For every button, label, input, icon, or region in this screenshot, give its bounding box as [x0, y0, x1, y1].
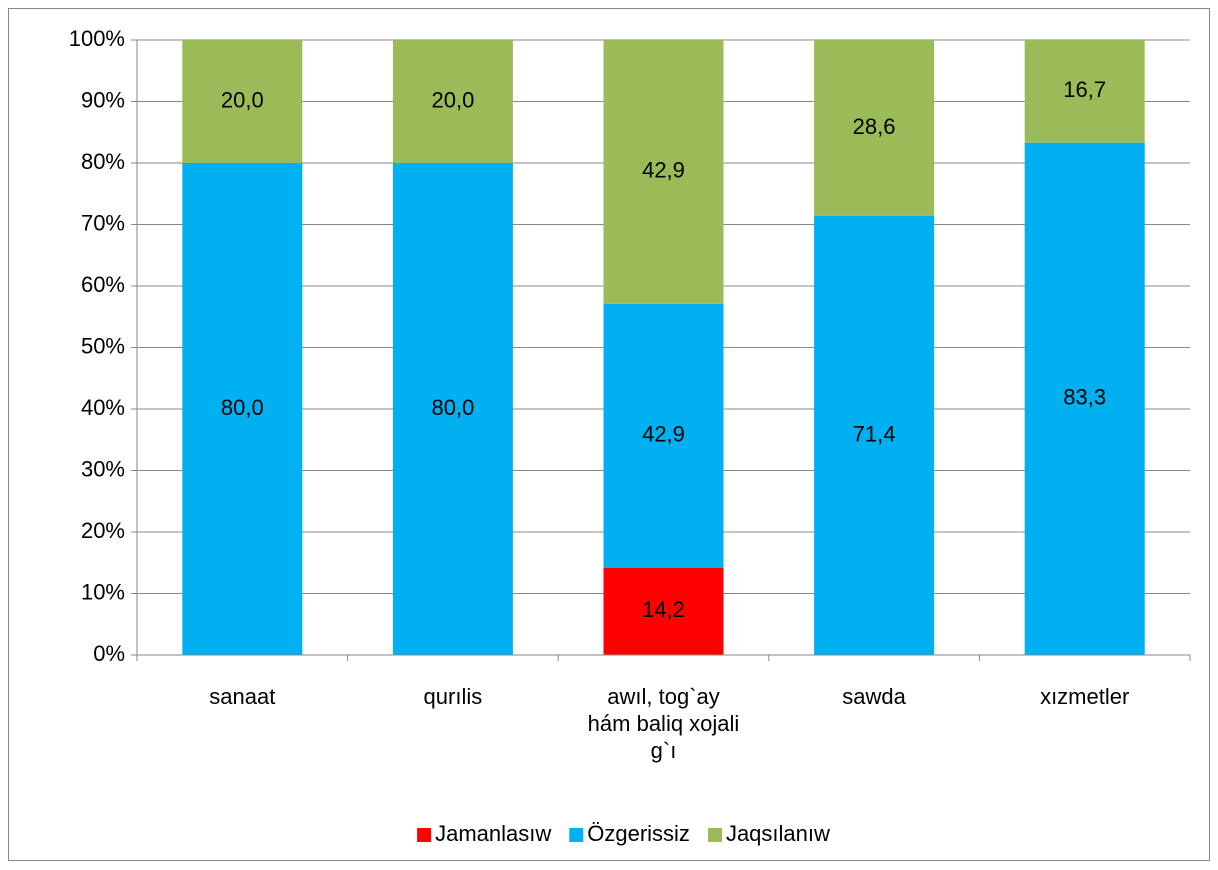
y-tick-label: 80% — [81, 149, 125, 174]
legend-swatch — [707, 828, 722, 842]
data-label: 16,7 — [1063, 77, 1106, 102]
y-tick-label: 20% — [81, 518, 125, 543]
data-label: 80,0 — [221, 395, 264, 420]
bar-segment — [1024, 142, 1145, 655]
data-label: 42,9 — [642, 422, 685, 447]
data-label: 14,2 — [642, 597, 685, 622]
bar-segment — [182, 40, 303, 163]
y-tick-label: 70% — [81, 210, 125, 235]
y-tick-label: 90% — [81, 87, 125, 112]
legend-label: Jamanlasıw — [435, 821, 551, 846]
bar-segment — [603, 567, 724, 655]
data-label: 42,9 — [642, 158, 685, 183]
y-tick-label: 0% — [93, 641, 125, 666]
legend-label: Jaqsılanıw — [726, 821, 830, 846]
legend-swatch — [417, 828, 432, 842]
bar-segment — [392, 40, 513, 163]
bar-segment — [603, 303, 724, 568]
bar-segment — [814, 215, 935, 655]
bar-segment — [814, 40, 935, 216]
y-tick-label: 10% — [81, 579, 125, 604]
data-label: 20,0 — [431, 87, 474, 112]
x-tick-label: xızmetler — [1040, 684, 1130, 709]
data-label: 80,0 — [431, 395, 474, 420]
x-tick-label: sanaat — [209, 684, 276, 709]
y-tick-label: 30% — [81, 456, 125, 481]
bar-segment — [182, 163, 303, 655]
y-tick-label: 100% — [69, 26, 125, 51]
y-tick-label: 40% — [81, 395, 125, 420]
x-tick-label: awıl, tog`ay hám baliq xojali g`ı — [587, 684, 740, 763]
legend-swatch — [569, 828, 584, 842]
x-tick-label: qurılis — [423, 684, 483, 709]
data-label: 20,0 — [221, 87, 264, 112]
x-tick-label: sawda — [842, 684, 906, 709]
data-label: 28,6 — [853, 114, 896, 139]
y-tick-label: 50% — [81, 333, 125, 358]
y-tick-label: 60% — [81, 272, 125, 297]
bar-segment — [1024, 40, 1145, 143]
bar-segment — [603, 40, 724, 304]
legend-label: Özgerissiz — [587, 821, 690, 846]
bar-segment — [392, 163, 513, 655]
data-label: 83,3 — [1063, 385, 1106, 410]
data-label: 71,4 — [853, 421, 896, 446]
